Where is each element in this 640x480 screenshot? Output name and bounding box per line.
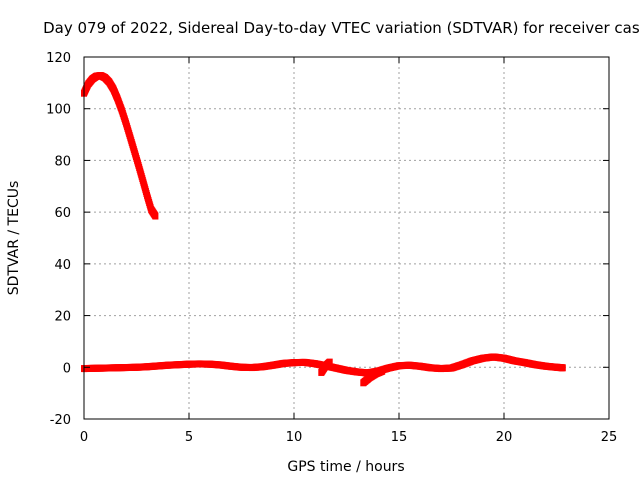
chart-title: Day 079 of 2022, Sidereal Day-to-day VTE… <box>43 19 640 37</box>
x-tick-label: 10 <box>286 430 303 445</box>
axis-ticks: 0 5 10 15 20 25 -20 0 20 40 60 80 100 120 <box>46 51 617 445</box>
x-tick-label: 25 <box>601 430 618 445</box>
x-axis-label: GPS time / hours <box>287 459 404 475</box>
series-short-blip <box>318 358 333 376</box>
y-tick-label: 40 <box>54 258 71 273</box>
x-tick-label: 0 <box>80 430 88 445</box>
x-tick-label: 20 <box>496 430 513 445</box>
data-point <box>152 212 159 220</box>
y-tick-label: 20 <box>54 310 71 325</box>
series-satellite-arc-1 <box>81 72 159 220</box>
x-tick-label: 5 <box>185 430 193 445</box>
y-tick-label: 60 <box>54 206 71 221</box>
y-tick-label: 120 <box>46 51 71 66</box>
data-point <box>559 364 566 372</box>
y-axis-label: SDTVAR / TECUs <box>6 181 22 296</box>
data-point <box>379 367 386 375</box>
y-tick-label: 100 <box>46 103 71 118</box>
x-tick-label: 15 <box>391 430 408 445</box>
y-tick-label: 0 <box>63 361 71 376</box>
y-tick-label: 80 <box>54 154 71 169</box>
data-marks <box>81 72 566 387</box>
series-short-dip <box>360 367 386 387</box>
data-point <box>326 358 333 366</box>
y-tick-label: -20 <box>50 413 71 428</box>
plot-frame <box>83 56 610 420</box>
